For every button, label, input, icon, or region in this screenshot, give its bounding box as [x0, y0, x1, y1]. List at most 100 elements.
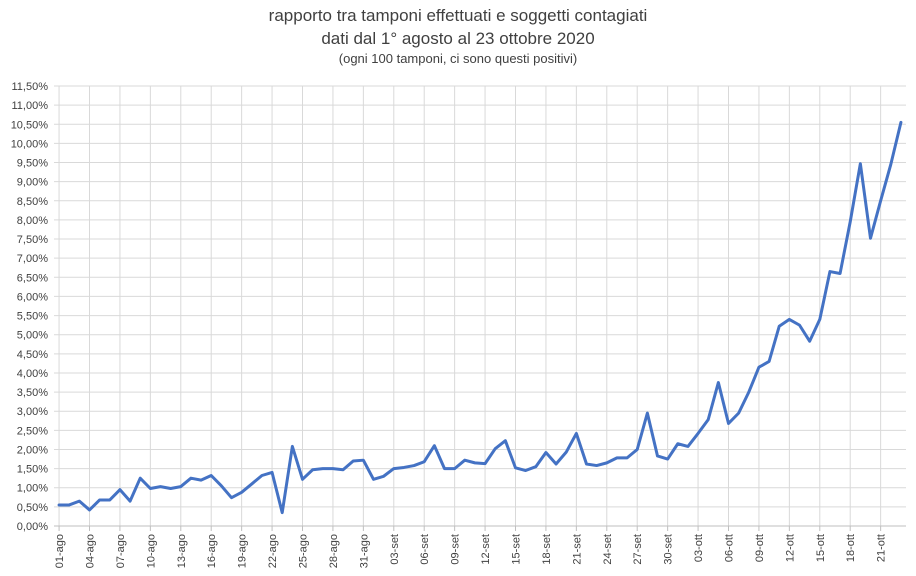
data-point [697, 432, 700, 435]
data-point [676, 442, 679, 445]
chart-title: rapporto tra tamponi effettuati e sogget… [268, 6, 648, 25]
x-tick-label: 06-set [419, 534, 431, 565]
x-tick-label: 28-ago [328, 534, 340, 568]
chart-subtitle: dati dal 1° agosto al 23 ottobre 2020 [321, 29, 595, 48]
series-line [57, 120, 903, 515]
data-point [413, 464, 416, 467]
data-point [473, 461, 476, 464]
data-point [433, 444, 436, 447]
data-point [575, 432, 578, 435]
x-tick-label: 12-ott [784, 534, 796, 562]
data-point [291, 445, 294, 448]
data-point [514, 466, 517, 469]
data-point [889, 163, 892, 166]
y-tick-label: 3,50% [17, 387, 48, 399]
chart-title-block: rapporto tra tamponi effettuati e sogget… [0, 4, 916, 68]
data-point [68, 503, 71, 506]
data-point [524, 469, 527, 472]
x-tick-label: 07-ago [115, 534, 127, 568]
x-tick-label: 24-set [602, 534, 614, 565]
y-tick-label: 8,50% [17, 196, 48, 208]
data-point [443, 467, 446, 470]
data-point [169, 487, 172, 490]
data-point [331, 467, 334, 470]
axes [54, 525, 906, 531]
data-point [260, 474, 263, 477]
data-point [737, 412, 740, 415]
data-point [788, 318, 791, 321]
data-point [707, 418, 710, 421]
x-tick-label: 12-set [480, 534, 492, 565]
y-tick-label: 6,50% [17, 272, 48, 284]
data-point [666, 458, 669, 461]
data-point [808, 340, 811, 343]
data-point [555, 463, 558, 466]
data-point [494, 447, 497, 450]
data-point [362, 459, 365, 462]
data-point [108, 498, 111, 501]
data-point [423, 460, 426, 463]
y-tick-label: 5,00% [17, 330, 48, 342]
data-point [118, 488, 121, 491]
x-tick-label: 19-ago [237, 534, 249, 568]
data-point [189, 477, 192, 480]
x-tick-label: 09-ott [754, 534, 766, 562]
y-tick-label: 10,50% [11, 119, 49, 131]
data-point [78, 500, 81, 503]
data-point [778, 325, 781, 328]
data-point [595, 464, 598, 467]
data-point [544, 451, 547, 454]
data-point [727, 422, 730, 425]
y-tick-label: 0,00% [17, 521, 48, 533]
y-tick-label: 1,00% [17, 483, 48, 495]
x-tick-label: 03-ott [693, 534, 705, 562]
x-tick-label: 15-set [511, 534, 523, 565]
y-tick-label: 9,50% [17, 158, 48, 170]
y-tick-label: 1,50% [17, 464, 48, 476]
series [57, 120, 903, 515]
y-tick-label: 2,50% [17, 425, 48, 437]
data-point [463, 459, 466, 462]
data-point [869, 237, 872, 240]
y-tick-label: 8,00% [17, 215, 48, 227]
data-point [849, 220, 852, 223]
data-point [311, 468, 314, 471]
x-tick-label: 30-set [663, 534, 675, 565]
x-tick-label: 18-set [541, 534, 553, 565]
data-point [818, 318, 821, 321]
y-tick-label: 7,50% [17, 234, 48, 246]
x-tick-label: 16-ago [206, 534, 218, 568]
x-tick-label: 25-ago [298, 534, 310, 568]
data-point [636, 448, 639, 451]
data-point [372, 478, 375, 481]
x-tick-label: 21-set [571, 534, 583, 565]
data-point [605, 461, 608, 464]
y-tick-label: 9,00% [17, 177, 48, 189]
data-point [342, 468, 345, 471]
tick-labels: 0,00% 0,50% 1,00% 1,50% 2,00% 2,50% 3,00% 3,50%… [11, 81, 888, 568]
data-point [899, 121, 902, 124]
y-tick-label: 5,50% [17, 311, 48, 323]
y-tick-label: 2,00% [17, 444, 48, 456]
x-tick-label: 18-ott [845, 534, 857, 562]
data-point [828, 270, 831, 273]
x-tick-label: 15-ott [815, 534, 827, 562]
data-point [879, 199, 882, 202]
data-point [615, 456, 618, 459]
data-point [382, 475, 385, 478]
y-tick-label: 3,00% [17, 406, 48, 418]
data-point [129, 500, 132, 503]
x-tick-label: 31-ago [358, 534, 370, 568]
data-point [88, 508, 91, 511]
data-point [230, 496, 233, 499]
y-tick-label: 6,00% [17, 291, 48, 303]
data-point [159, 485, 162, 488]
data-point [402, 466, 405, 469]
data-point [352, 459, 355, 462]
x-tick-label: 22-ago [267, 534, 279, 568]
x-tick-label: 10-ago [145, 534, 157, 568]
data-point [626, 456, 629, 459]
data-point [686, 445, 689, 448]
data-point [250, 482, 253, 485]
